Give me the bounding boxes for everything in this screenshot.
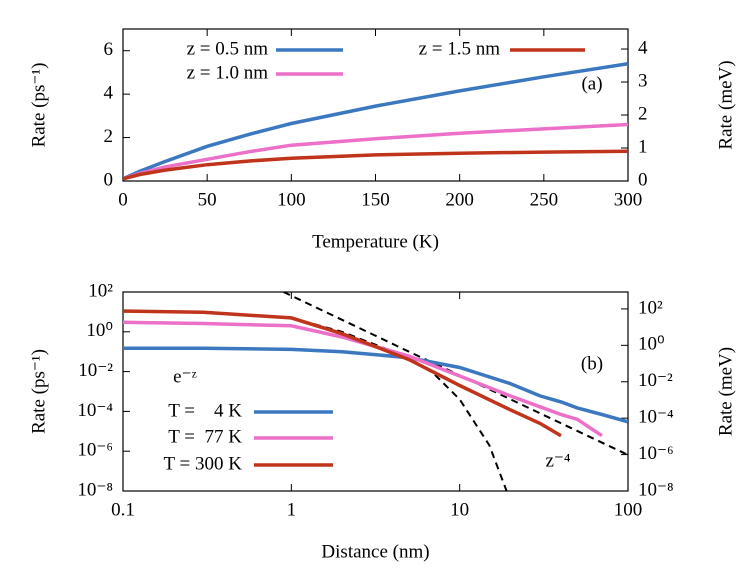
y-tick-label: 4 xyxy=(104,83,114,104)
y-tick-label: 10⁻² xyxy=(78,360,113,381)
reference-label: e⁻ᶻ xyxy=(173,366,197,387)
series-line xyxy=(123,122,628,181)
y-axis-label: Rate (ps⁻¹) xyxy=(28,63,49,148)
y-tick-label: 10⁻⁶ xyxy=(77,440,113,461)
y2-tick-label: 10² xyxy=(638,297,663,318)
reference-label: z⁻⁴ xyxy=(545,450,570,471)
x-tick-label: 150 xyxy=(361,189,390,210)
x-tick-label: 200 xyxy=(445,189,474,210)
y2-axis-label: Rate (meV) xyxy=(715,60,736,149)
legend-label: T = 4 K xyxy=(168,400,242,421)
panel-label: (a) xyxy=(581,73,602,94)
x-tick-label: 300 xyxy=(614,189,643,210)
y2-tick-label: 10⁻⁴ xyxy=(638,407,674,428)
y-tick-label: 10² xyxy=(88,280,113,301)
y2-tick-label: 4 xyxy=(638,37,648,58)
y2-tick-label: 0 xyxy=(638,169,648,190)
x-tick-label: 100 xyxy=(614,499,643,520)
y-tick-label: 10⁰ xyxy=(86,320,113,341)
y-axis-label: Rate (ps⁻¹) xyxy=(28,349,49,434)
y2-tick-label: 2 xyxy=(638,103,648,124)
y2-tick-label: 10⁰ xyxy=(638,334,665,355)
series-line xyxy=(123,61,628,181)
series-line xyxy=(123,346,628,424)
y-tick-label: 10⁻⁴ xyxy=(77,400,113,421)
x-axis-label: Temperature (K) xyxy=(312,231,439,252)
y2-tick-label: 3 xyxy=(638,70,648,91)
x-tick-label: 0.1 xyxy=(111,499,135,520)
y2-tick-label: 10⁻⁶ xyxy=(638,443,674,464)
y-tick-label: 2 xyxy=(104,126,114,147)
plot-frame xyxy=(122,291,629,492)
x-axis-label: Distance (nm) xyxy=(321,541,429,562)
y2-tick-label: 10⁻² xyxy=(638,370,673,391)
x-tick-label: 10 xyxy=(450,499,469,520)
panel-label: (b) xyxy=(581,353,603,374)
series-line xyxy=(123,320,603,438)
legend-label: T = 77 K xyxy=(168,426,242,447)
y2-tick-label: 1 xyxy=(638,136,648,157)
legend-label: z = 1.5 nm xyxy=(419,38,501,59)
x-tick-label: 0 xyxy=(118,189,128,210)
legend-label: T = 300 K xyxy=(164,453,243,474)
legend-label: z = 1.0 nm xyxy=(187,62,269,83)
y-tick-label: 10⁻⁸ xyxy=(77,479,113,500)
y-tick-label: 6 xyxy=(104,39,114,60)
legend-label: z = 0.5 nm xyxy=(187,38,269,59)
y2-axis-label: Rate (meV) xyxy=(715,347,736,436)
y-tick-label: 0 xyxy=(104,169,114,190)
series-line xyxy=(123,309,562,438)
x-tick-label: 100 xyxy=(277,189,306,210)
series-line xyxy=(123,149,628,181)
x-tick-label: 1 xyxy=(287,499,297,520)
y2-tick-label: 10⁻⁸ xyxy=(638,479,674,500)
reference-curve xyxy=(283,292,628,456)
x-tick-label: 50 xyxy=(198,189,217,210)
x-tick-label: 250 xyxy=(530,189,559,210)
